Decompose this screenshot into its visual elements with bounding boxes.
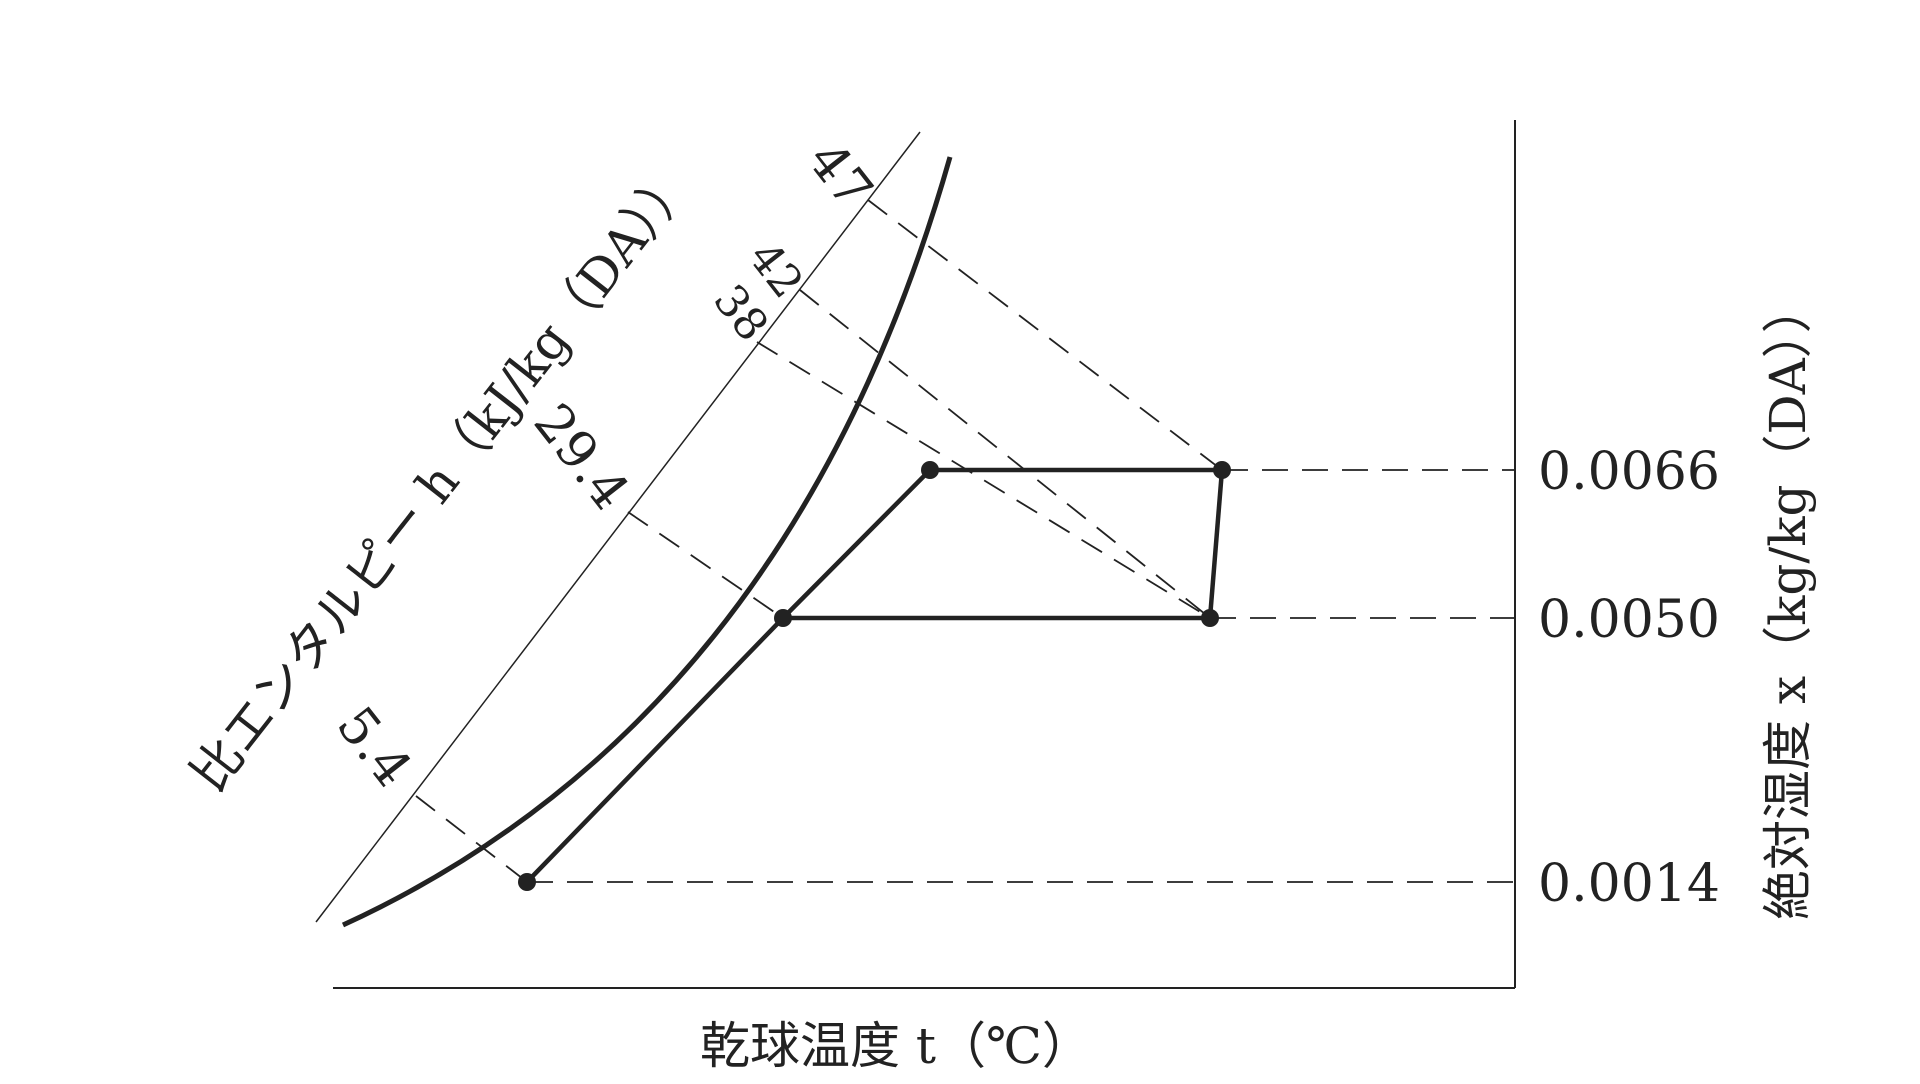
process-line-a bbox=[525, 616, 785, 884]
enthalpy-tick-label: 47 bbox=[796, 131, 884, 220]
enthalpy-guide-38 bbox=[756, 341, 1211, 619]
humidity-tick-label: 0.0014 bbox=[1538, 854, 1720, 914]
state-point bbox=[1201, 609, 1219, 627]
enthalpy-guide-42 bbox=[799, 289, 1211, 619]
humidity-tick-label: 0.0050 bbox=[1538, 590, 1720, 650]
enthalpy-tick-label: 29.4 bbox=[522, 393, 641, 521]
state-point bbox=[1213, 461, 1231, 479]
saturation-curve bbox=[341, 156, 953, 928]
process-line-c bbox=[1207, 469, 1225, 619]
enthalpy-tick-label: 5.4 bbox=[325, 696, 423, 798]
state-point bbox=[921, 461, 939, 479]
y-axis-title: 絶対湿度 x（kg/kg（DA）） bbox=[1759, 283, 1817, 920]
state-point bbox=[774, 609, 792, 627]
state-point bbox=[518, 873, 536, 891]
enthalpy-scale-line bbox=[315, 131, 921, 923]
enthalpy-guide-294 bbox=[627, 511, 784, 619]
x-axis-title: 乾球温度 t（℃） bbox=[700, 1017, 1092, 1075]
process-line-e bbox=[781, 468, 932, 620]
humidity-tick-label: 0.0066 bbox=[1538, 442, 1720, 502]
enthalpy-guide-47 bbox=[867, 199, 1223, 471]
enthalpy-guide-54 bbox=[415, 795, 528, 883]
